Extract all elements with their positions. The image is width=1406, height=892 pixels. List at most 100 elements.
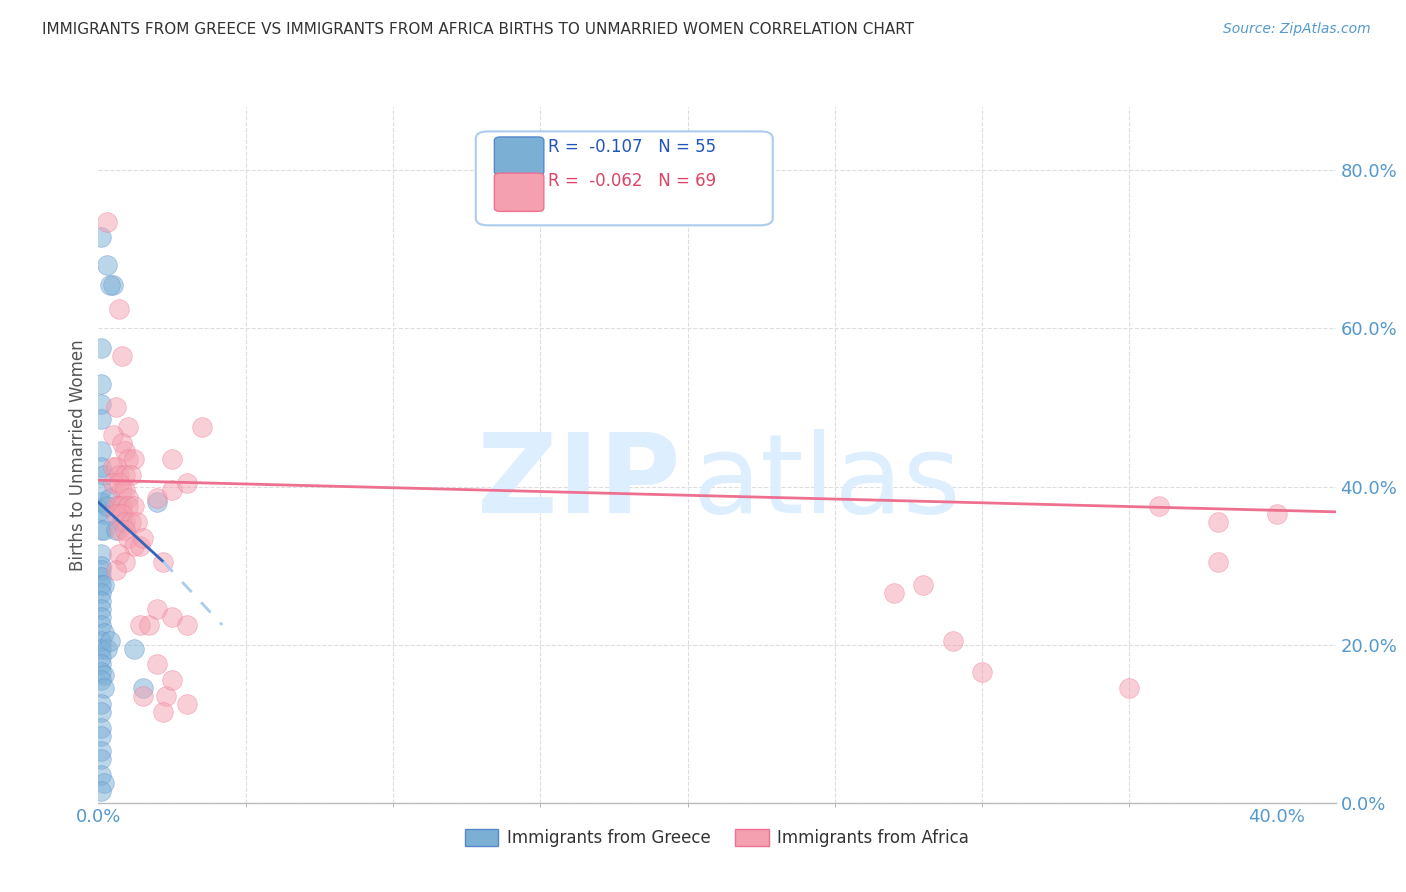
Point [96,215,118,229]
Point [131,531,153,545]
Point [90,396,112,410]
Point [90,744,112,758]
Point [111,515,134,529]
Point [90,697,112,711]
Point [108,523,131,537]
Point [101,428,124,442]
Y-axis label: Births to Unmarried Women: Births to Unmarried Women [69,339,87,571]
Point [617,199,640,213]
Point [111,436,134,450]
Point [96,500,118,514]
Point [90,594,112,608]
Point [90,784,112,798]
Point [1206,555,1229,569]
Point [1118,681,1140,695]
Point [117,500,139,514]
Point [176,475,198,490]
Point [114,467,136,482]
Point [90,610,112,624]
Point [1147,500,1170,514]
Point [105,459,128,474]
Point [90,721,112,735]
Point [90,547,112,561]
Point [160,673,183,688]
Point [90,558,112,573]
Point [90,503,112,517]
Point [114,555,136,569]
Point [90,649,112,664]
Point [93,507,115,521]
Point [131,681,153,695]
Point [93,625,115,640]
Point [108,500,131,514]
Point [98,277,121,292]
Text: IMMIGRANTS FROM GREECE VS IMMIGRANTS FROM AFRICA BIRTHS TO UNMARRIED WOMEN CORRE: IMMIGRANTS FROM GREECE VS IMMIGRANTS FRO… [42,22,914,37]
Point [90,618,112,632]
Point [131,689,153,703]
Point [90,768,112,782]
Point [90,563,112,577]
Point [122,500,145,514]
Point [108,301,131,316]
Point [101,277,124,292]
Point [90,483,112,498]
Point [176,697,198,711]
Point [93,578,115,592]
Point [90,444,112,458]
Point [912,578,935,592]
Point [90,633,112,648]
Point [90,602,112,616]
Point [190,420,212,434]
Point [98,633,121,648]
Point [155,689,177,703]
Point [90,665,112,680]
Point [111,507,134,521]
Point [108,547,131,561]
Point [146,491,169,506]
Point [1265,507,1288,521]
Point [101,459,124,474]
Point [122,641,145,656]
Point [117,531,139,545]
Point [972,665,994,680]
Point [90,523,112,537]
Point [160,451,183,466]
Point [128,539,150,553]
FancyBboxPatch shape [495,173,544,211]
Point [117,491,139,506]
Point [90,641,112,656]
Point [176,618,198,632]
Point [90,705,112,719]
Point [152,705,174,719]
Point [105,563,128,577]
Point [160,483,183,498]
Point [90,230,112,244]
Point [122,451,145,466]
Point [146,602,169,616]
Point [98,491,121,506]
Point [111,483,134,498]
Text: R =  -0.062   N = 69: R = -0.062 N = 69 [547,172,716,191]
Point [111,500,134,514]
Point [146,495,169,509]
Point [114,515,136,529]
Point [96,641,118,656]
Text: R =  -0.107   N = 55: R = -0.107 N = 55 [547,137,716,156]
Point [117,451,139,466]
Point [90,341,112,355]
Point [90,376,112,391]
Point [90,495,112,509]
Point [108,467,131,482]
Point [111,349,134,363]
Point [108,475,131,490]
Point [93,523,115,537]
Point [120,515,142,529]
Point [105,507,128,521]
Point [883,586,905,600]
Point [90,586,112,600]
Point [125,515,148,529]
Point [105,523,128,537]
Point [90,578,112,592]
Point [942,633,965,648]
Point [90,657,112,672]
